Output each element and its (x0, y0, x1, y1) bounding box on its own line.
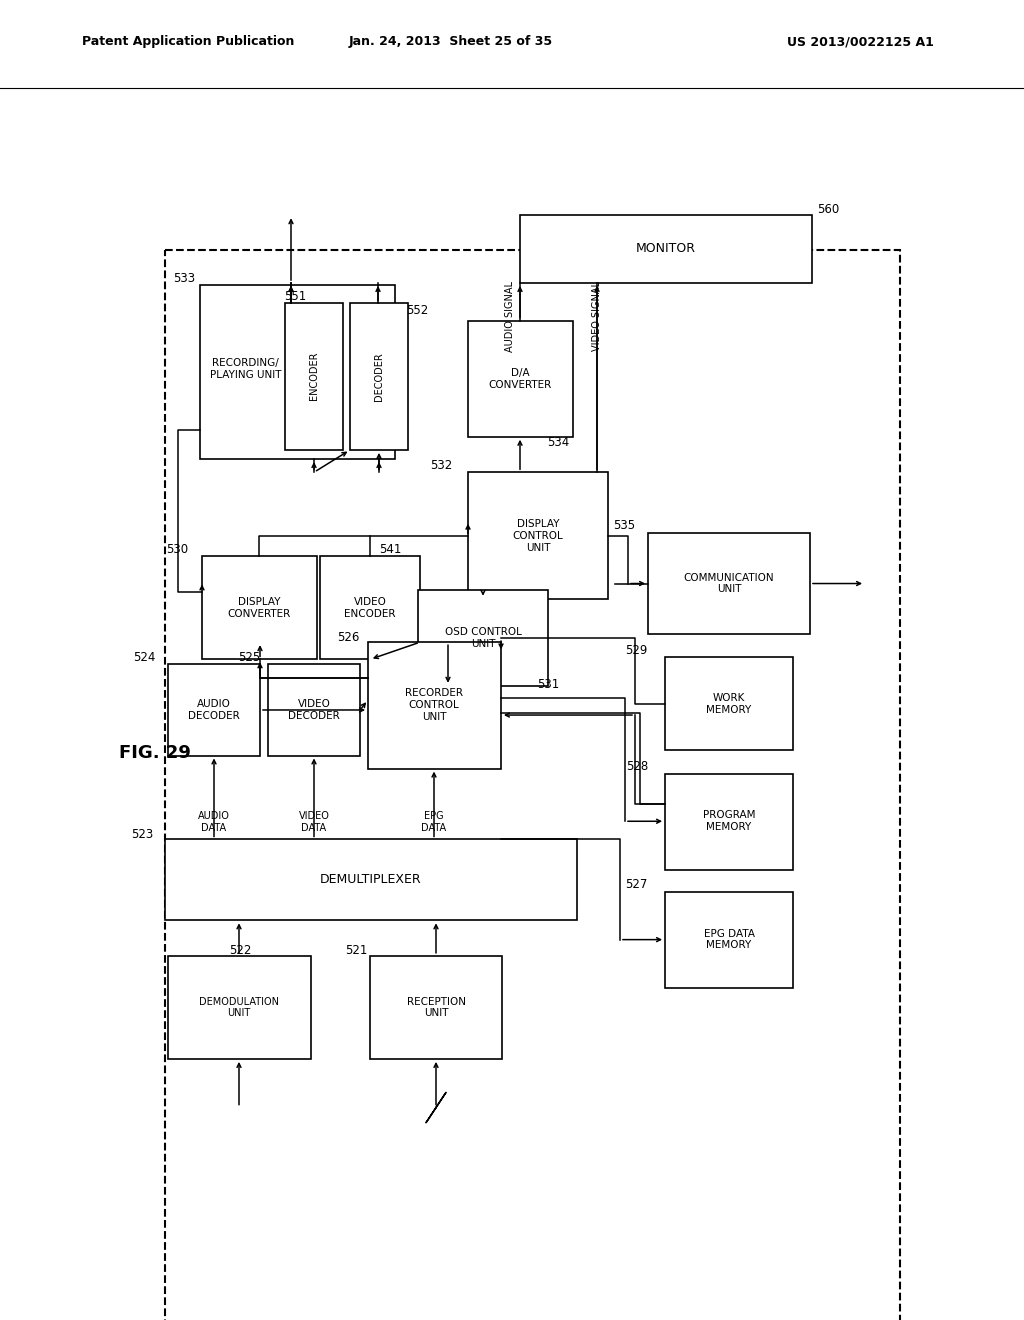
Text: DECODER: DECODER (374, 351, 384, 400)
Bar (368, 643, 501, 768)
Text: 560: 560 (817, 203, 840, 215)
Text: 526: 526 (338, 631, 360, 644)
Text: PROGRAM
MEMORY: PROGRAM MEMORY (702, 810, 756, 832)
Text: AUDIO
DATA: AUDIO DATA (198, 812, 230, 833)
Bar (168, 664, 260, 755)
Text: RECEPTION
UNIT: RECEPTION UNIT (407, 997, 466, 1018)
Bar (648, 533, 810, 634)
Bar (665, 657, 793, 751)
Bar (665, 774, 793, 870)
Text: RECORDER
CONTROL
UNIT: RECORDER CONTROL UNIT (406, 688, 463, 722)
Text: ENCODER: ENCODER (309, 352, 319, 400)
Text: 527: 527 (626, 879, 648, 891)
Text: 533: 533 (173, 272, 195, 285)
Text: Jan. 24, 2013  Sheet 25 of 35: Jan. 24, 2013 Sheet 25 of 35 (348, 36, 553, 48)
Text: 523: 523 (131, 828, 153, 841)
Text: 529: 529 (626, 644, 648, 657)
Text: DISPLAY
CONTROL
UNIT: DISPLAY CONTROL UNIT (513, 519, 563, 553)
Text: 531: 531 (537, 678, 559, 692)
Text: VIDEO
ENCODER: VIDEO ENCODER (344, 597, 395, 619)
Bar (520, 215, 812, 282)
Text: DEMULTIPLEXER: DEMULTIPLEXER (321, 874, 422, 887)
Bar (468, 321, 573, 437)
Text: D/A
CONVERTER: D/A CONVERTER (488, 368, 552, 389)
Text: AUDIO
DECODER: AUDIO DECODER (188, 700, 240, 721)
Text: FIG. 29: FIG. 29 (119, 744, 190, 763)
Bar (165, 840, 577, 920)
Text: 530: 530 (166, 543, 188, 556)
Bar (202, 556, 317, 660)
Text: 541: 541 (379, 543, 401, 556)
Bar (370, 956, 502, 1059)
Text: EPG
DATA: EPG DATA (422, 812, 446, 833)
Bar (418, 590, 548, 685)
Text: 522: 522 (228, 944, 251, 957)
Text: EPG DATA
MEMORY: EPG DATA MEMORY (703, 929, 755, 950)
Text: WORK
MEMORY: WORK MEMORY (707, 693, 752, 714)
Text: VIDEO
DECODER: VIDEO DECODER (288, 700, 340, 721)
Bar (350, 304, 408, 450)
Text: 534: 534 (547, 437, 569, 449)
Text: AUDIO SIGNAL: AUDIO SIGNAL (505, 281, 515, 352)
Text: VIDEO
DATA: VIDEO DATA (299, 812, 330, 833)
Text: 551: 551 (284, 289, 306, 302)
Bar (319, 556, 420, 660)
Text: 528: 528 (626, 760, 648, 774)
Text: 524: 524 (133, 651, 155, 664)
Bar (468, 473, 608, 599)
Text: MONITOR: MONITOR (636, 242, 696, 255)
Bar (285, 304, 343, 450)
Text: VIDEO SIGNAL: VIDEO SIGNAL (592, 281, 602, 351)
Text: COMMUNICATION
UNIT: COMMUNICATION UNIT (684, 573, 774, 594)
Bar (168, 956, 311, 1059)
Text: Patent Application Publication: Patent Application Publication (82, 36, 294, 48)
Text: 535: 535 (613, 519, 635, 532)
Text: 532: 532 (430, 458, 452, 471)
Text: 552: 552 (406, 304, 428, 317)
Text: US 2013/0022125 A1: US 2013/0022125 A1 (786, 36, 934, 48)
Bar (665, 892, 793, 989)
Bar (268, 664, 360, 755)
Text: 525: 525 (238, 651, 260, 664)
Text: 521: 521 (345, 944, 367, 957)
Text: DEMODULATION
UNIT: DEMODULATION UNIT (199, 997, 279, 1018)
Text: RECORDING/
PLAYING UNIT: RECORDING/ PLAYING UNIT (210, 358, 282, 380)
Text: OSD CONTROL
UNIT: OSD CONTROL UNIT (444, 627, 521, 649)
Bar (165, 249, 900, 1320)
Text: DISPLAY
CONVERTER: DISPLAY CONVERTER (227, 597, 291, 619)
Bar (200, 285, 395, 459)
